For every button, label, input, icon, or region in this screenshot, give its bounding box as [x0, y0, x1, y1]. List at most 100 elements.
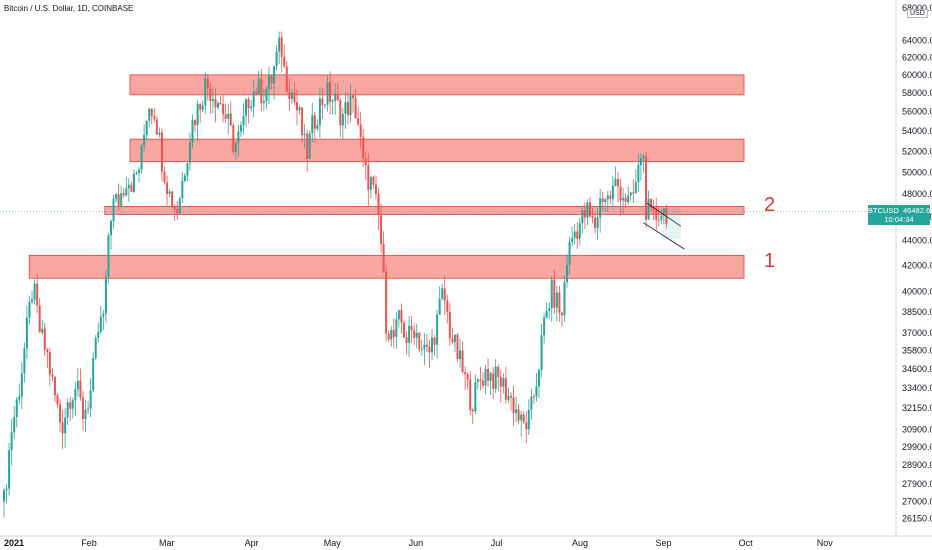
candle-body	[420, 349, 423, 351]
candle-body	[367, 165, 370, 191]
candle-body	[336, 93, 339, 101]
candle-body	[591, 216, 594, 218]
candle-body	[18, 396, 21, 400]
candle-body	[74, 389, 77, 401]
candle-body	[89, 390, 92, 409]
y-tick-label: 42000.00	[902, 260, 932, 270]
candle-body	[530, 396, 533, 410]
candle-body	[183, 175, 186, 182]
candle-body	[634, 182, 637, 194]
x-tick-label: May	[324, 538, 342, 548]
candle-body	[372, 176, 375, 185]
candle-body	[594, 217, 597, 229]
candle-body	[573, 231, 576, 238]
candle-body	[446, 300, 449, 312]
candle-body	[474, 382, 477, 412]
currency-badge[interactable]: USD	[907, 9, 928, 18]
y-tick-label: 29900.00	[902, 442, 932, 452]
y-tick-label: 50000.00	[902, 167, 932, 177]
projection-shade	[662, 207, 681, 240]
candle-body	[619, 186, 622, 201]
candle-body	[115, 194, 118, 199]
candle-body	[262, 101, 265, 104]
candle-body	[469, 379, 472, 410]
candle-body	[535, 386, 538, 397]
candle-body	[33, 283, 36, 300]
candle-body	[36, 283, 39, 306]
candle-body	[502, 378, 505, 387]
candle-body	[171, 191, 174, 208]
y-tick-label: 26150.00	[902, 514, 932, 524]
last-price-value: 46482.69	[903, 206, 932, 216]
candle-body	[219, 103, 222, 105]
candle-body	[425, 344, 428, 347]
candle-body	[578, 223, 581, 239]
y-tick-label: 27000.00	[902, 496, 932, 506]
x-tick-label: 2021	[4, 538, 24, 548]
y-tick-label: 62000.00	[902, 52, 932, 62]
candle-body	[199, 103, 202, 110]
symbol-label: BTCUSD	[868, 206, 899, 216]
candle-body	[270, 75, 273, 84]
candle-body	[571, 237, 574, 242]
candle-body	[453, 334, 456, 343]
candle-body	[385, 271, 388, 334]
candle-body	[71, 400, 74, 409]
x-tick-label: Mar	[159, 538, 175, 548]
candle-body	[341, 113, 344, 126]
candle-body	[339, 100, 342, 126]
zone-51-53k	[129, 138, 745, 163]
candle-body	[609, 195, 612, 199]
candle-body	[441, 288, 444, 299]
candle-body	[382, 243, 385, 272]
candle-body	[660, 215, 663, 221]
candle-body	[127, 184, 130, 189]
candle-body	[550, 279, 553, 309]
candle-body	[5, 488, 8, 491]
candle-body	[313, 115, 316, 129]
candle-body	[132, 173, 135, 192]
candle-body	[484, 368, 487, 386]
candle-body	[586, 202, 589, 218]
candle-body	[229, 113, 232, 126]
last-price-tag: BTCUSD 46482.69 10:04:34	[868, 205, 932, 226]
candle-body	[387, 333, 390, 340]
candle-body	[622, 197, 625, 201]
candle-body	[153, 115, 156, 120]
candle-body	[247, 99, 250, 109]
x-tick-label: Nov	[817, 538, 834, 548]
candle-body	[196, 103, 199, 126]
candle-body	[8, 450, 11, 489]
candle-body	[130, 184, 133, 192]
x-tick-label: Apr	[245, 538, 259, 548]
candle-body	[522, 414, 525, 423]
candle-body	[352, 95, 355, 99]
candle-body	[431, 337, 434, 353]
candle-body	[186, 163, 189, 176]
candle-body	[140, 145, 143, 170]
candle-body	[543, 317, 546, 336]
candle-body	[318, 98, 321, 125]
candle-body	[344, 102, 347, 114]
candle-body	[645, 156, 648, 220]
candle-body	[515, 409, 518, 414]
candle-body	[481, 380, 484, 386]
candle-body	[194, 120, 197, 126]
candle-body	[181, 181, 184, 199]
candle-body	[357, 118, 360, 125]
candle-body	[540, 335, 543, 370]
candle-body	[652, 207, 655, 211]
candle-body	[392, 330, 395, 337]
candle-body	[76, 380, 79, 390]
candle-body	[211, 99, 214, 101]
candle-body	[395, 319, 398, 337]
x-tick-label: Aug	[572, 538, 588, 548]
candle-body	[331, 100, 334, 102]
candle-body	[538, 369, 541, 387]
y-tick-label: 27900.00	[902, 479, 932, 489]
candle-body	[69, 402, 72, 409]
y-tick-label: 32150.00	[902, 403, 932, 413]
candle-body	[97, 331, 100, 339]
candle-body	[94, 338, 97, 359]
